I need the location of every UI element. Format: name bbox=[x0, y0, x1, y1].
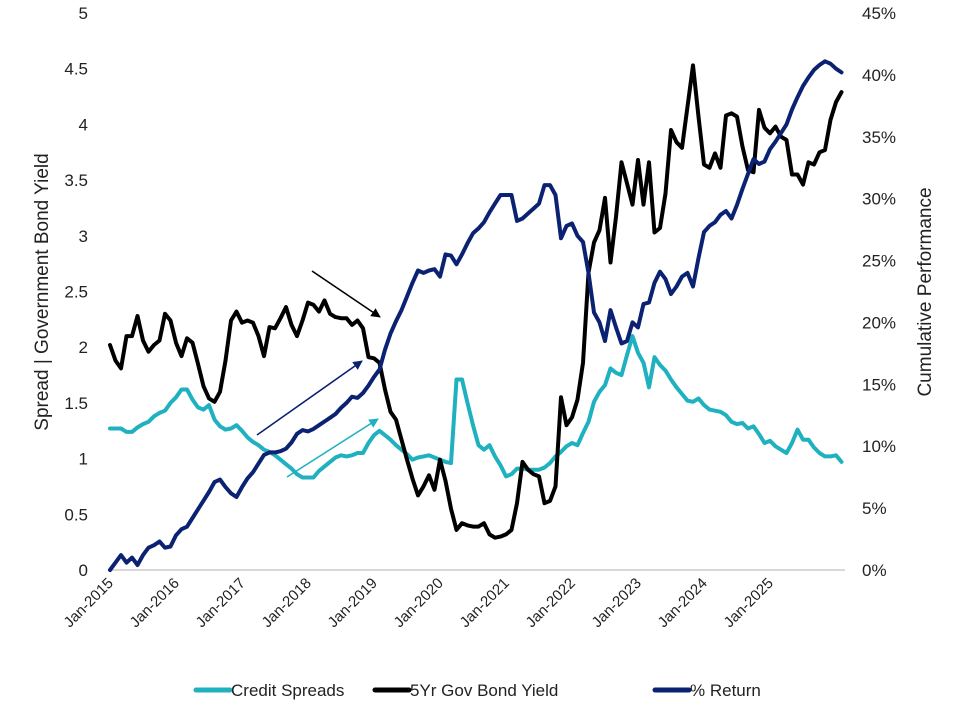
right-tick-label: 0% bbox=[862, 561, 887, 580]
left-axis-title: Spread | Government Bond Yield bbox=[32, 153, 53, 430]
left-tick-label: 0.5 bbox=[64, 505, 88, 524]
left-axis-ticks: 0 0.5 1 1.5 2 2.5 3 3.5 4 4.5 5 bbox=[64, 4, 88, 580]
x-tick-label: Jan-2017 bbox=[193, 575, 249, 631]
legend-item: % Return bbox=[652, 681, 761, 700]
annotation-arrow-navy bbox=[256, 360, 363, 436]
legend-label: Credit Spreads bbox=[231, 681, 344, 700]
x-tick-label: Jan-2022 bbox=[523, 575, 579, 631]
x-tick-label: Jan-2023 bbox=[589, 575, 645, 631]
right-axis-ticks: 0% 5% 10% 15% 20% 25% 30% 35% 40% 45% bbox=[862, 4, 896, 580]
right-axis-title: Cumulative Performance bbox=[915, 187, 936, 396]
left-tick-label: 3.5 bbox=[64, 171, 88, 190]
left-tick-label: 1.5 bbox=[64, 394, 88, 413]
series-line-credit-spreads bbox=[108, 334, 844, 480]
right-tick-label: 15% bbox=[862, 375, 896, 394]
x-tick-label: Jan-2020 bbox=[391, 575, 447, 631]
x-tick-label: Jan-2018 bbox=[259, 575, 315, 631]
x-tick-label: Jan-2016 bbox=[127, 575, 183, 631]
right-tick-label: 40% bbox=[862, 66, 896, 85]
series-layer bbox=[108, 59, 844, 572]
legend-item: Credit Spreads bbox=[193, 681, 344, 700]
left-tick-label: 2.5 bbox=[64, 283, 88, 302]
x-axis-ticks: Jan-2015 Jan-2016 Jan-2017 Jan-2018 Jan-2019… bbox=[61, 575, 777, 631]
x-tick-label: Jan-2019 bbox=[325, 575, 381, 631]
annotation-arrow-black bbox=[311, 270, 381, 318]
right-tick-label: 30% bbox=[862, 190, 896, 209]
legend-item: 5Yr Gov Bond Yield bbox=[372, 681, 558, 700]
left-tick-label: 3 bbox=[79, 227, 88, 246]
right-tick-label: 5% bbox=[862, 499, 887, 518]
left-tick-label: 1 bbox=[79, 450, 88, 469]
legend-label: 5Yr Gov Bond Yield bbox=[410, 681, 558, 700]
x-tick-label: Jan-2021 bbox=[457, 575, 513, 631]
series-line-5yr-gov-bond-yield bbox=[108, 63, 844, 540]
right-tick-label: 35% bbox=[862, 128, 896, 147]
left-tick-label: 4.5 bbox=[64, 60, 88, 79]
x-tick-label: Jan-2025 bbox=[721, 575, 777, 631]
right-tick-label: 45% bbox=[862, 4, 896, 23]
legend-label: % Return bbox=[690, 681, 761, 700]
x-tick-label: Jan-2015 bbox=[61, 575, 117, 631]
left-tick-label: 0 bbox=[79, 561, 88, 580]
legend: Credit Spreads 5Yr Gov Bond Yield % Return bbox=[193, 681, 761, 700]
left-tick-label: 2 bbox=[79, 338, 88, 357]
left-tick-label: 4 bbox=[79, 115, 88, 134]
left-tick-label: 5 bbox=[79, 4, 88, 23]
right-tick-label: 10% bbox=[862, 437, 896, 456]
right-tick-label: 20% bbox=[862, 313, 896, 332]
right-tick-label: 25% bbox=[862, 252, 896, 271]
series-line-return bbox=[108, 59, 844, 572]
annotation-arrow-teal bbox=[286, 418, 379, 478]
x-tick-label: Jan-2024 bbox=[655, 575, 711, 631]
